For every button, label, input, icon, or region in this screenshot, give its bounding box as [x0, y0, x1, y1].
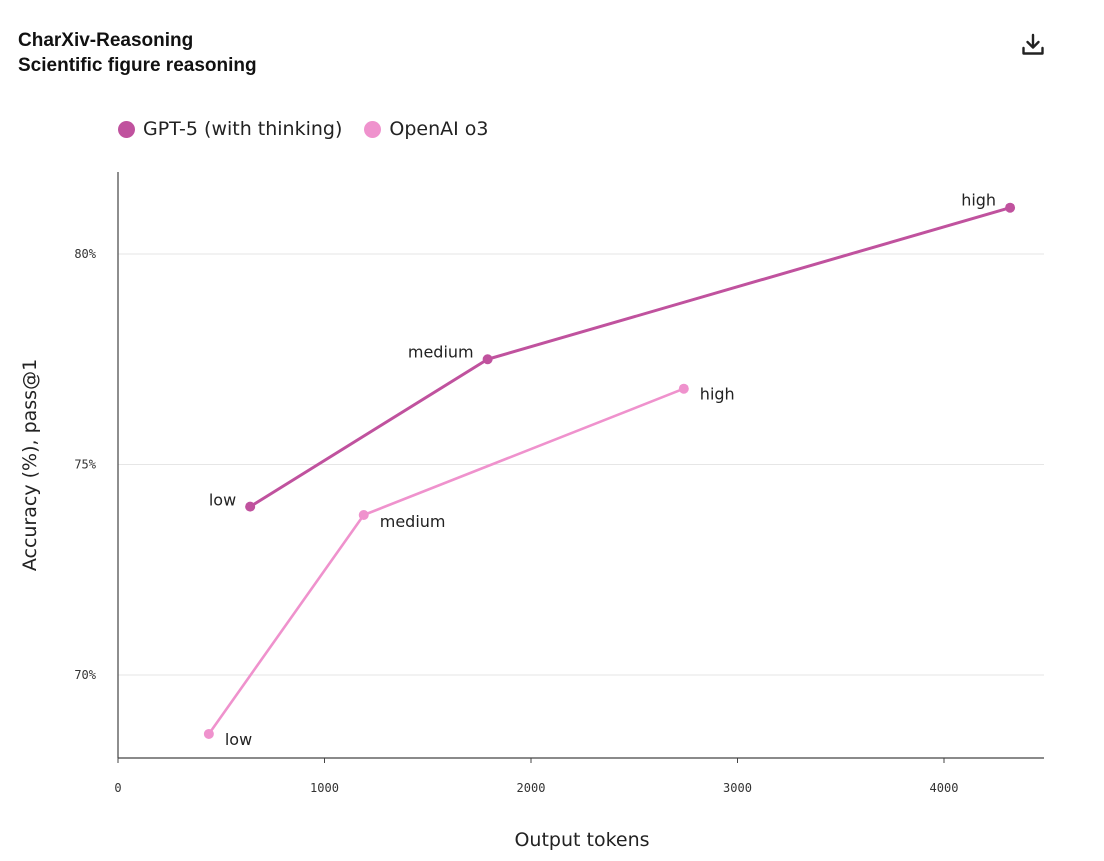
- legend-label-o3: OpenAI o3: [389, 118, 489, 140]
- data-point-o3-medium: [358, 510, 369, 521]
- y-tick-label-80: 80%: [74, 247, 96, 261]
- x-tick-label-1000: 1000: [310, 781, 339, 795]
- x-tick-label-4000: 4000: [930, 781, 959, 795]
- y-tick-label-75: 75%: [74, 458, 96, 472]
- legend-label-gpt5: GPT-5 (with thinking): [143, 118, 343, 140]
- legend-swatch-gpt5: [118, 120, 135, 138]
- point-label-gpt5-medium: medium: [408, 342, 474, 361]
- data-point-o3-high: [678, 383, 689, 394]
- legend-swatch-o3: [364, 120, 382, 138]
- chart-header: CharXiv-Reasoning Scientific figure reas…: [18, 28, 257, 78]
- point-label-gpt5-low: low: [209, 491, 236, 510]
- chart-legend: GPT-5 (with thinking) OpenAI o3: [118, 118, 489, 140]
- point-label-gpt5-high: high: [961, 191, 996, 210]
- legend-item-o3[interactable]: OpenAI o3: [364, 118, 489, 140]
- point-label-o3-low: low: [225, 730, 252, 749]
- point-label-o3-medium: medium: [380, 512, 446, 531]
- series-line-gpt5: [248, 206, 1012, 509]
- download-button[interactable]: [1016, 28, 1050, 62]
- x-tick-label-0: 0: [114, 781, 121, 795]
- x-tick-label-2000: 2000: [517, 781, 546, 795]
- y-axis-title: Accuracy (%), pass@1: [19, 359, 41, 571]
- data-point-gpt5-high: [1005, 202, 1016, 213]
- data-point-o3-low: [203, 728, 214, 739]
- x-axis-title: Output tokens: [514, 829, 649, 851]
- series-line-o3: [207, 387, 686, 736]
- chart-subtitle: Scientific figure reasoning: [18, 55, 257, 76]
- point-label-o3-high: high: [700, 385, 735, 404]
- y-tick-label-70: 70%: [74, 668, 96, 682]
- x-tick-label-3000: 3000: [723, 781, 752, 795]
- legend-item-gpt5[interactable]: GPT-5 (with thinking): [118, 118, 342, 140]
- data-point-gpt5-medium: [482, 354, 493, 365]
- chart-title: CharXiv-Reasoning: [18, 30, 194, 51]
- data-point-gpt5-low: [245, 501, 256, 512]
- download-icon: [1022, 33, 1044, 55]
